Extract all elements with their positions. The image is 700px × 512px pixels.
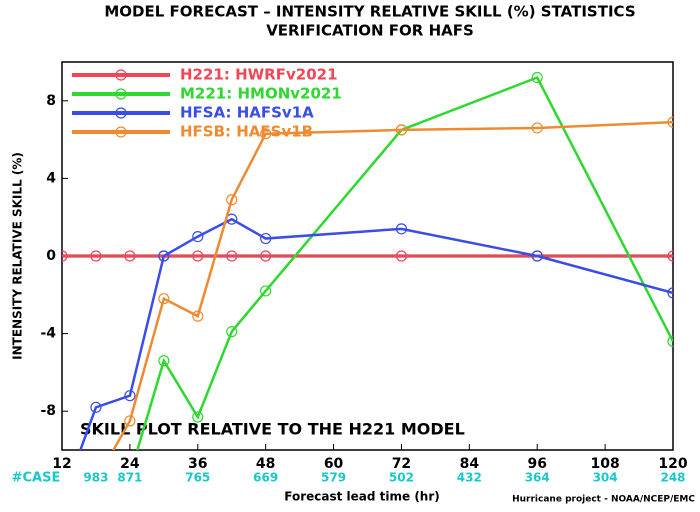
point [395,124,408,136]
point [226,326,238,338]
chart-title: MODEL FORECAST – INTENSITY RELATIVE SKIL… [104,3,635,21]
case-count: 502 [389,471,414,485]
annotation: SKILL PLOT RELATIVE TO THE H221 MODEL [80,420,465,439]
x-axis-label: Forecast lead time (hr) [284,490,440,504]
chart-subtitle: VERIFICATION FOR HAFS [266,22,474,40]
point [62,250,68,262]
point [192,411,204,423]
y-tick-label: 0 [46,248,56,264]
point [531,71,543,84]
legend-marker [115,107,127,119]
point [158,355,170,367]
point [192,250,204,262]
case-count: 579 [321,471,346,485]
x-tick-label: 84 [460,456,480,472]
x-tick-label: 48 [256,456,275,472]
point [192,310,204,322]
case-count: 364 [525,471,550,485]
case-count: 871 [117,471,142,485]
legend-label: H221: HWRFv2021 [180,66,338,84]
legend-label: HFSA: HAFSv1A [180,104,314,122]
legend-marker [115,69,127,81]
point [667,250,673,262]
point [395,250,408,262]
case-count: 248 [660,471,685,485]
point [226,250,238,262]
point [531,122,543,134]
legend-marker [115,126,127,138]
footer: Hurricane project - NOAA/NCEP/EMC [512,495,695,505]
point [260,250,272,262]
plot-area [57,71,673,505]
legend-label: M221: HMONv2021 [180,85,342,103]
case-count: 669 [253,471,278,485]
point [124,250,136,262]
point [57,495,67,505]
point [667,287,673,299]
point [667,116,673,128]
point [90,250,102,262]
point [90,401,102,413]
case-label: #CASE [12,471,61,486]
point [260,128,272,140]
point [260,232,272,245]
legend-label: HFSB: HAFSv1B [180,123,313,141]
x-tick-label: 36 [188,456,207,472]
point [158,293,170,305]
x-tick-label: 120 [658,456,687,472]
point [260,285,272,297]
y-tick-label: 8 [46,93,56,109]
series-line [112,120,673,450]
y-tick-label: -4 [40,326,56,342]
case-count: 983 [83,471,108,485]
point [667,335,673,347]
series-line [136,75,673,450]
y-tick-label: -8 [40,403,56,419]
x-tick-label: 60 [324,456,344,472]
x-tick-label: 72 [392,456,411,472]
point [192,231,204,243]
legend-marker [115,88,127,100]
point [124,390,136,402]
series-line [79,217,673,450]
x-tick-label: 12 [52,456,71,472]
case-count: 304 [593,471,618,485]
y-tick-label: 4 [46,170,56,186]
x-tick-label: 108 [590,456,619,472]
case-count: 432 [457,471,482,485]
point [226,194,238,206]
y-axis-label: INTENSITY RELATIVE SKILL (%) [11,152,25,360]
x-tick-label: 24 [120,456,140,472]
point [395,223,408,235]
point [531,250,543,262]
point [158,250,170,262]
x-tick-label: 96 [527,456,546,472]
case-count: 765 [185,471,210,485]
point [124,415,136,427]
